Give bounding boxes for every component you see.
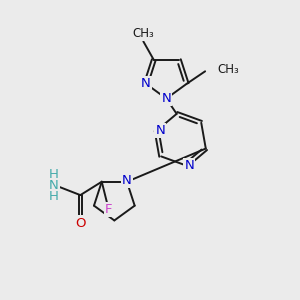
Text: N: N <box>141 77 151 90</box>
Text: CH₃: CH₃ <box>218 63 239 76</box>
Text: N: N <box>155 124 165 137</box>
Text: CH₃: CH₃ <box>133 27 154 40</box>
Text: N: N <box>122 174 132 187</box>
Text: H: H <box>49 190 58 203</box>
Text: H: H <box>49 168 58 181</box>
Text: F: F <box>105 203 112 216</box>
Text: O: O <box>75 217 86 230</box>
Text: N: N <box>49 179 58 192</box>
Text: N: N <box>184 159 194 172</box>
Text: N: N <box>161 92 171 105</box>
